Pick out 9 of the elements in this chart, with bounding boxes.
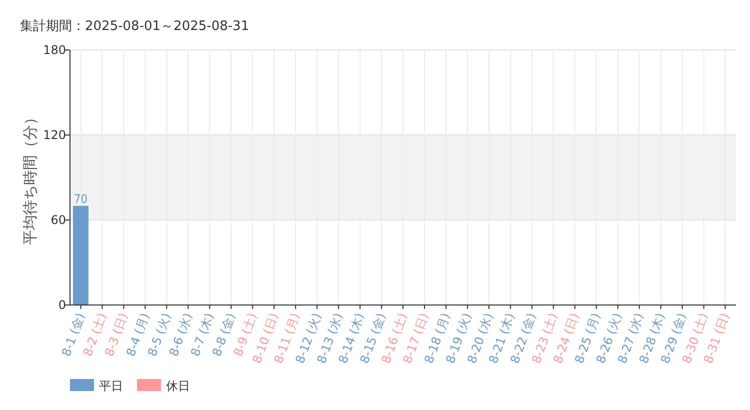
legend-label: 休日: [166, 379, 190, 393]
y-axis-title: 平均待ち時間（分）: [21, 110, 39, 245]
y-tick-label: 120: [43, 128, 66, 142]
data-label: 70: [74, 192, 88, 206]
y-tick-label: 180: [43, 43, 66, 57]
legend-label: 平日: [99, 379, 123, 393]
chart-title: 集計期間：2025-08-01～2025-08-31: [20, 19, 250, 34]
y-tick-label: 60: [50, 213, 66, 227]
y-tick-label: 0: [58, 298, 66, 312]
